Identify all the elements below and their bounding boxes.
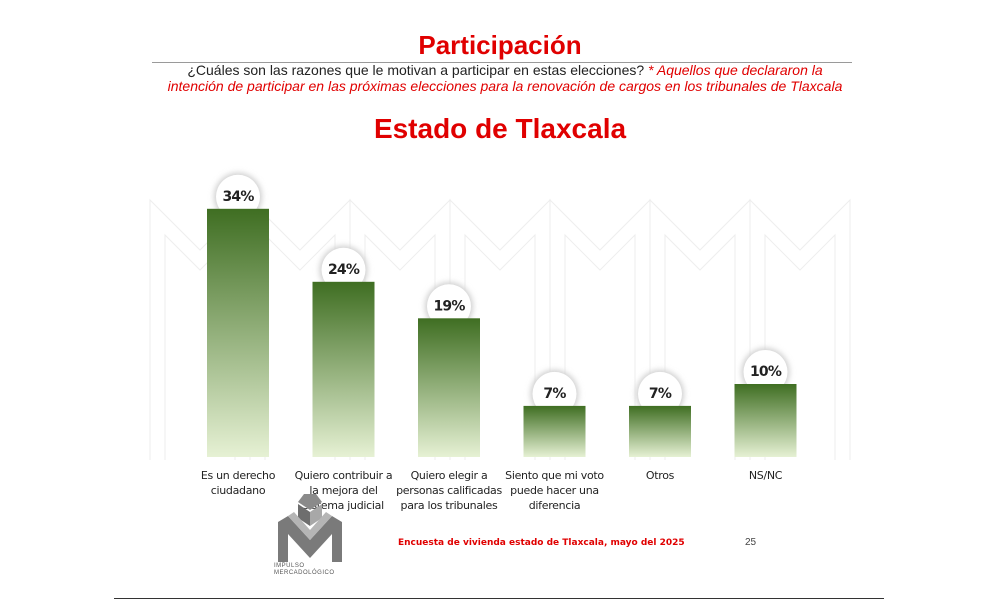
value-label-disc bbox=[427, 284, 471, 329]
bar bbox=[207, 208, 269, 457]
logo-icon bbox=[278, 494, 342, 562]
footer-source: Encuesta de vivienda estado de Tlaxcala,… bbox=[398, 538, 685, 548]
bar bbox=[418, 318, 480, 457]
value-label-disc bbox=[743, 350, 788, 394]
page-title: Participación bbox=[418, 30, 582, 60]
bar bbox=[734, 384, 797, 457]
question-text: ¿Cuáles son las razones que le motivan a… bbox=[187, 62, 645, 78]
bar bbox=[629, 405, 691, 457]
value-label-disc bbox=[532, 371, 577, 416]
bar bbox=[312, 281, 375, 457]
value-label-disc bbox=[216, 174, 260, 219]
question-note: * Aquellos que declararon la intención d… bbox=[167, 62, 843, 94]
category-label: Otros bbox=[645, 469, 675, 482]
category-label: Es un derecho ciudadano bbox=[200, 469, 276, 497]
chart-subtitle: Estado de Tlaxcala bbox=[373, 113, 627, 144]
bar bbox=[523, 405, 586, 457]
category-label: Siento que mi voto puede hacer una difer… bbox=[505, 469, 604, 512]
category-label: Quiero contribuir a la mejora del sistem… bbox=[294, 469, 393, 512]
survey-question: ¿Cuáles son las razones que le motivan a… bbox=[165, 62, 845, 94]
title-divider bbox=[152, 62, 852, 63]
data-label: 19% bbox=[433, 298, 465, 314]
page-number: 25 bbox=[745, 537, 757, 548]
category-label: Quiero elegir a personas calificadas par… bbox=[396, 469, 502, 512]
logo-text: IMPULSO MERCADOLÓGICO bbox=[274, 563, 335, 576]
value-label-disc bbox=[321, 247, 366, 292]
data-label: 24% bbox=[328, 262, 360, 278]
bottom-divider bbox=[114, 598, 884, 599]
data-label: 7% bbox=[543, 386, 566, 402]
data-label: 10% bbox=[750, 364, 782, 380]
data-label: 7% bbox=[649, 386, 672, 402]
value-label-disc bbox=[638, 371, 682, 416]
data-label: 34% bbox=[222, 189, 254, 205]
category-label: NS/NC bbox=[748, 469, 783, 482]
